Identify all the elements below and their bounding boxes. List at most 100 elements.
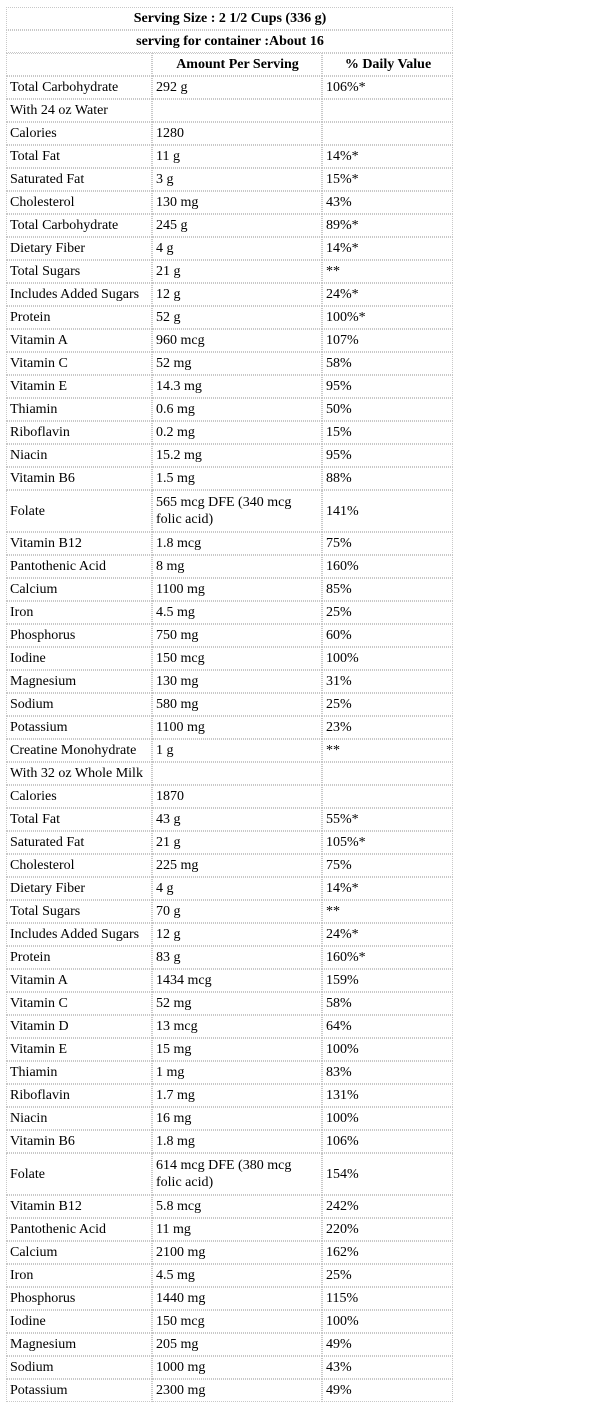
amount-cell: 4.5 mg	[152, 1264, 322, 1287]
daily-value-cell: 106%	[322, 1130, 453, 1153]
table-row: Protein 83 g 160%*	[6, 946, 453, 969]
amount-cell	[152, 99, 322, 122]
nutrient-name-cell: Total Fat	[6, 808, 152, 831]
daily-value-cell: 88%	[322, 467, 453, 490]
daily-value-cell: 15%*	[322, 168, 453, 191]
nutrient-name-cell: Calcium	[6, 578, 152, 601]
daily-value-cell: 43%	[322, 1356, 453, 1379]
amount-cell: 52 mg	[152, 992, 322, 1015]
amount-cell: 13 mcg	[152, 1015, 322, 1038]
table-row: Cholesterol 225 mg 75%	[6, 854, 453, 877]
daily-value-cell: 25%	[322, 693, 453, 716]
amount-cell: 52 mg	[152, 352, 322, 375]
table-row: Sodium 580 mg 25%	[6, 693, 453, 716]
amount-cell: 1440 mg	[152, 1287, 322, 1310]
nutrient-name-cell: Riboflavin	[6, 421, 152, 444]
nutrient-name-cell: Folate	[6, 490, 152, 532]
table-row: Total Fat 11 g 14%*	[6, 145, 453, 168]
nutrient-name-cell: Vitamin D	[6, 1015, 152, 1038]
amount-cell: 150 mcg	[152, 1310, 322, 1333]
table-row: Cholesterol 130 mg 43%	[6, 191, 453, 214]
nutrient-name-cell: Iodine	[6, 647, 152, 670]
amount-cell: 2300 mg	[152, 1379, 322, 1402]
amount-cell: 15.2 mg	[152, 444, 322, 467]
amount-cell: 8 mg	[152, 555, 322, 578]
daily-value-cell: 55%*	[322, 808, 453, 831]
nutrient-name-cell: Cholesterol	[6, 854, 152, 877]
nutrient-name-cell: With 32 oz Whole Milk	[6, 762, 152, 785]
table-row: Pantothenic Acid 11 mg 220%	[6, 1218, 453, 1241]
table-row: Total Carbohydrate 245 g 89%*	[6, 214, 453, 237]
daily-value-cell: 23%	[322, 716, 453, 739]
daily-value-cell: 25%	[322, 1264, 453, 1287]
amount-cell: 4 g	[152, 877, 322, 900]
nutrient-name-cell: Iron	[6, 1264, 152, 1287]
table-row: Potassium 1100 mg 23%	[6, 716, 453, 739]
table-row: Niacin 16 mg 100%	[6, 1107, 453, 1130]
daily-value-cell: 160%	[322, 555, 453, 578]
nutrient-name-cell: Vitamin C	[6, 352, 152, 375]
nutrient-name-cell: Total Carbohydrate	[6, 76, 152, 99]
section-row: With 24 oz Water	[6, 99, 453, 122]
amount-cell: 292 g	[152, 76, 322, 99]
table-row: Iron 4.5 mg 25%	[6, 601, 453, 624]
daily-value-cell: 49%	[322, 1333, 453, 1356]
nutrient-name-cell: Protein	[6, 306, 152, 329]
table-row: Calories 1870	[6, 785, 453, 808]
table-row: Phosphorus 750 mg 60%	[6, 624, 453, 647]
daily-value-cell: 154%	[322, 1153, 453, 1195]
daily-value-cell: 14%*	[322, 145, 453, 168]
column-header-nutrient	[6, 53, 152, 76]
nutrient-name-cell: Includes Added Sugars	[6, 283, 152, 306]
table-row: Creatine Monohydrate 1 g **	[6, 739, 453, 762]
table-row: Vitamin E 15 mg 100%	[6, 1038, 453, 1061]
daily-value-cell: 83%	[322, 1061, 453, 1084]
daily-value-cell: 162%	[322, 1241, 453, 1264]
table-row: Calories 1280	[6, 122, 453, 145]
amount-cell: 83 g	[152, 946, 322, 969]
daily-value-cell	[322, 785, 453, 808]
nutrient-name-cell: With 24 oz Water	[6, 99, 152, 122]
amount-cell: 750 mg	[152, 624, 322, 647]
daily-value-cell: 242%	[322, 1195, 453, 1218]
daily-value-cell: 100%	[322, 1038, 453, 1061]
daily-value-cell: 89%*	[322, 214, 453, 237]
amount-cell: 565 mcg DFE (340 mcg folic acid)	[152, 490, 322, 532]
daily-value-cell: 25%	[322, 601, 453, 624]
daily-value-cell: 31%	[322, 670, 453, 693]
nutrient-name-cell: Potassium	[6, 1379, 152, 1402]
table-row: Iodine 150 mcg 100%	[6, 1310, 453, 1333]
table-row: Magnesium 130 mg 31%	[6, 670, 453, 693]
daily-value-cell	[322, 99, 453, 122]
amount-cell: 5.8 mcg	[152, 1195, 322, 1218]
nutrient-name-cell: Sodium	[6, 1356, 152, 1379]
nutrient-name-cell: Total Sugars	[6, 900, 152, 923]
table-row: Vitamin C 52 mg 58%	[6, 352, 453, 375]
daily-value-cell: 160%*	[322, 946, 453, 969]
amount-cell: 1 g	[152, 739, 322, 762]
daily-value-cell: 24%*	[322, 283, 453, 306]
table-row: Thiamin 0.6 mg 50%	[6, 398, 453, 421]
column-header-row: Amount Per Serving % Daily Value	[6, 53, 453, 76]
amount-cell: 205 mg	[152, 1333, 322, 1356]
amount-cell: 580 mg	[152, 693, 322, 716]
amount-cell: 1870	[152, 785, 322, 808]
nutrient-name-cell: Includes Added Sugars	[6, 923, 152, 946]
nutrient-name-cell: Pantothenic Acid	[6, 555, 152, 578]
nutrition-facts-table: Serving Size : 2 1/2 Cups (336 g) servin…	[6, 7, 453, 1402]
table-row: Riboflavin 1.7 mg 131%	[6, 1084, 453, 1107]
daily-value-cell: 159%	[322, 969, 453, 992]
daily-value-cell: 107%	[322, 329, 453, 352]
nutrient-name-cell: Riboflavin	[6, 1084, 152, 1107]
table-row: Riboflavin 0.2 mg 15%	[6, 421, 453, 444]
amount-cell: 1280	[152, 122, 322, 145]
amount-cell: 1.8 mcg	[152, 532, 322, 555]
nutrient-name-cell: Iron	[6, 601, 152, 624]
table-row: Dietary Fiber 4 g 14%*	[6, 237, 453, 260]
table-row: Total Sugars 70 g **	[6, 900, 453, 923]
nutrient-name-cell: Vitamin B6	[6, 1130, 152, 1153]
daily-value-cell: 100%	[322, 1107, 453, 1130]
amount-cell: 1100 mg	[152, 716, 322, 739]
amount-cell: 1.8 mg	[152, 1130, 322, 1153]
nutrient-name-cell: Vitamin A	[6, 329, 152, 352]
